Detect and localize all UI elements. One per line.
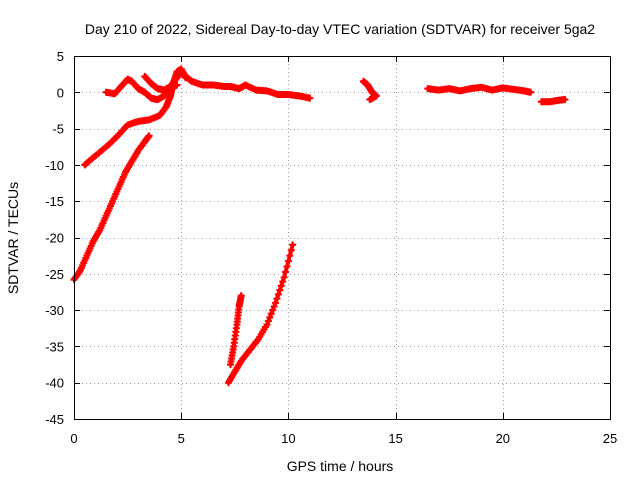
data-point [280, 273, 288, 281]
series-arc-1 [70, 132, 153, 284]
y-tick-label: -15 [45, 194, 64, 209]
y-tick-label: -45 [45, 412, 64, 427]
y-tick-label: -40 [45, 376, 64, 391]
series-arc-7 [359, 77, 380, 104]
data-point [366, 96, 374, 104]
x-tick-label: 5 [178, 431, 185, 446]
data-point [527, 88, 535, 96]
data-point [272, 299, 280, 307]
plot-frame [74, 56, 611, 420]
data-point [561, 96, 569, 104]
y-tick-label: 0 [57, 85, 64, 100]
y-axis-label: SDTVAR / TECUs [5, 182, 21, 294]
data-point [274, 290, 282, 298]
x-tick-label: 25 [603, 431, 617, 446]
data-point [270, 302, 278, 310]
x-axis-label: GPS time / hours [287, 458, 394, 474]
data-point [287, 246, 295, 254]
y-tick-label: -30 [45, 303, 64, 318]
data-point [266, 313, 274, 321]
data-point [237, 292, 245, 300]
data-point [284, 257, 292, 265]
y-tick-label: -35 [45, 339, 64, 354]
data-point [145, 132, 153, 140]
data-point [264, 317, 272, 325]
data-point [277, 282, 285, 290]
series-arc-9 [537, 96, 569, 106]
y-tick-label: -25 [45, 267, 64, 282]
data-point [286, 252, 294, 260]
data-point [276, 286, 284, 294]
y-tick-label: -10 [45, 158, 64, 173]
data-point [282, 268, 290, 276]
series-arc-6 [227, 292, 245, 369]
x-tick-label: 0 [70, 431, 77, 446]
series-arc-5 [224, 241, 297, 387]
data-point [263, 321, 271, 329]
data-point [267, 310, 275, 318]
data-point [306, 94, 314, 102]
grid-layer [74, 56, 610, 419]
x-tick-label: 10 [281, 431, 295, 446]
series-arc-8 [424, 83, 535, 96]
data-point [279, 278, 287, 286]
data-layer [70, 65, 569, 387]
data-point [283, 263, 291, 271]
data-point [289, 241, 297, 249]
y-tick-label: -5 [52, 122, 64, 137]
data-point [273, 295, 281, 303]
data-point [269, 306, 277, 314]
axis-ticks: 0 5 10 15 20 25 5 0 -5 -10 -15 -20 -25 -30 -35 -40 -45 [45, 49, 617, 446]
chart-title: Day 210 of 2022, Sidereal Day-to-day VTE… [85, 21, 595, 37]
x-tick-label: 15 [388, 431, 402, 446]
series-arc-4 [141, 67, 314, 102]
x-tick-label: 20 [496, 431, 510, 446]
y-tick-label: -20 [45, 231, 64, 246]
y-tick-label: 5 [57, 49, 64, 64]
